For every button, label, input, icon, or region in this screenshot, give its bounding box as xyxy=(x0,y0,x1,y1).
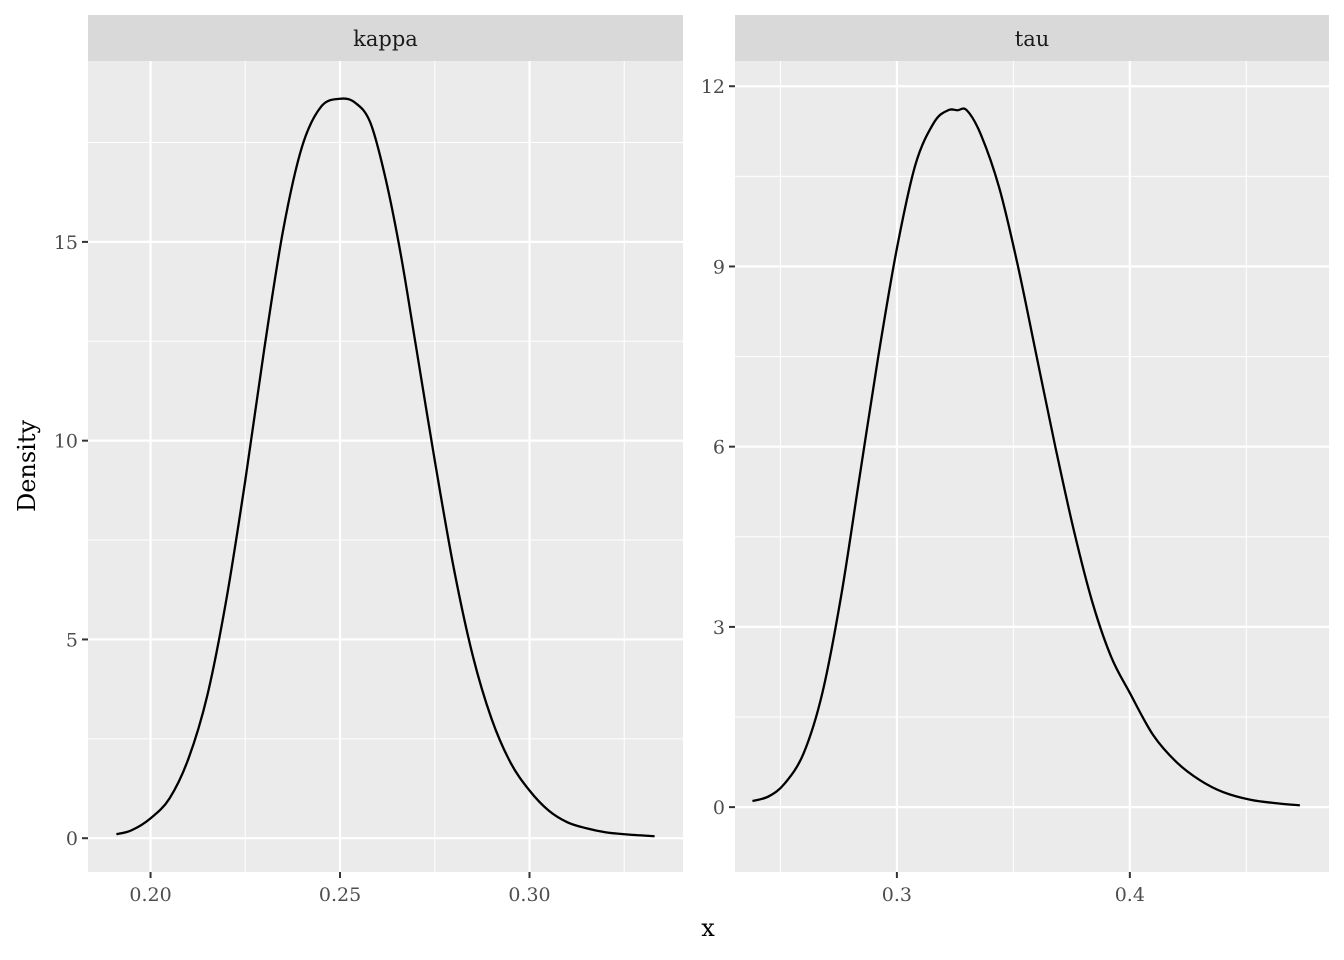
y-tick-label: 10 xyxy=(54,431,78,453)
x-axis-title: x xyxy=(701,914,715,942)
facet-strip-label: kappa xyxy=(353,27,418,51)
y-tick-label: 12 xyxy=(701,76,725,98)
y-tick-label: 5 xyxy=(66,629,78,651)
x-tick-label: 0.4 xyxy=(1115,884,1145,906)
x-tick-label: 0.3 xyxy=(882,884,912,906)
panel-background xyxy=(88,61,683,872)
y-tick-label: 15 xyxy=(54,232,78,254)
facet-tau: tau 0.3 0.4 0 3 6 9 12 xyxy=(701,15,1329,906)
density-line-kappa xyxy=(116,97,655,838)
y-tick-label: 0 xyxy=(713,797,725,819)
y-tick-label: 6 xyxy=(713,437,725,459)
x-tick-label: 0.25 xyxy=(319,884,361,906)
panel-background xyxy=(735,61,1329,872)
y-tick-label: 3 xyxy=(713,617,725,639)
density-line-tau xyxy=(752,107,1300,807)
facets-layer: kappa 0.20 0.25 0.30 0 5 10 15 tau 0.3 0.4 0 3 6 9 12 xyxy=(54,15,1329,906)
y-axis-title: Density xyxy=(13,420,41,513)
y-tick-label: 0 xyxy=(66,828,78,850)
x-tick-label: 0.30 xyxy=(508,884,550,906)
facet-strip-label: tau xyxy=(1015,27,1049,51)
facet-strip xyxy=(88,15,683,61)
facet-strip xyxy=(735,15,1329,61)
y-tick-label: 9 xyxy=(713,256,725,278)
facet-kappa: kappa 0.20 0.25 0.30 0 5 10 15 xyxy=(54,15,683,906)
x-tick-label: 0.20 xyxy=(129,884,171,906)
